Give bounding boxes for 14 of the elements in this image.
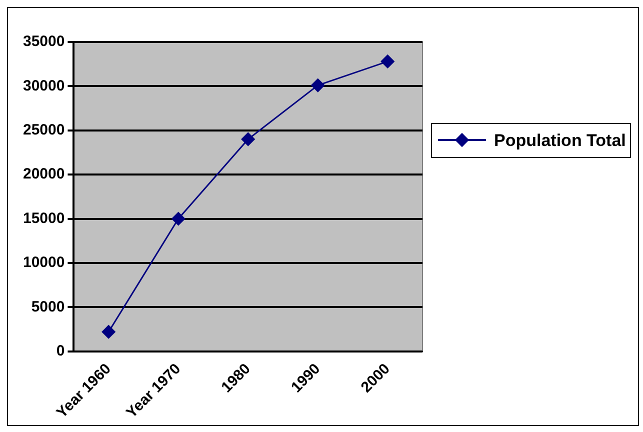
point <box>241 132 255 146</box>
point <box>102 325 116 339</box>
point <box>380 54 394 68</box>
legend-label: Population Total <box>494 130 626 151</box>
y-tick-label: 5000 <box>31 298 65 316</box>
y-tick-label: 30000 <box>22 77 65 94</box>
point <box>311 78 325 92</box>
y-tick-label: 20000 <box>22 166 65 183</box>
y-tick-label: 15000 <box>22 210 65 227</box>
point <box>172 212 186 226</box>
y-tick-label: 25000 <box>22 122 65 139</box>
y-tick-label: 10000 <box>22 254 65 272</box>
y-tick-label: 0 <box>56 342 65 360</box>
y-tick-label: 35000 <box>22 33 65 50</box>
